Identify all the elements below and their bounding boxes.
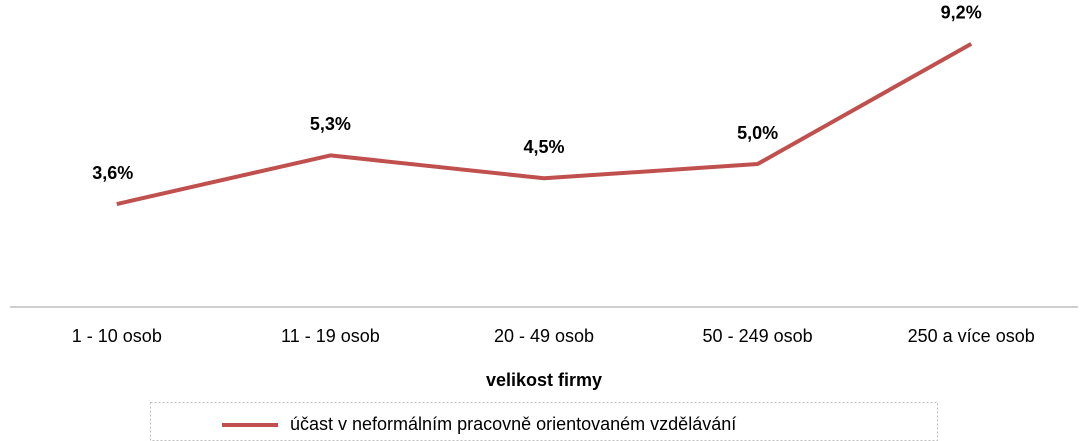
- data-label: 5,0%: [737, 123, 778, 143]
- data-label: 5,3%: [310, 114, 351, 134]
- legend-box: [150, 402, 938, 441]
- x-tick-label: 50 - 249 osob: [703, 326, 813, 346]
- data-label: 3,6%: [92, 163, 133, 183]
- x-tick-label: 20 - 49 osob: [494, 326, 594, 346]
- x-tick-label: 1 - 10 osob: [72, 326, 162, 346]
- legend-label: účast v neformálním pracovně orientované…: [290, 414, 736, 434]
- x-axis-title: velikost firmy: [486, 370, 602, 390]
- data-label: 4,5%: [523, 137, 564, 157]
- x-tick-label: 11 - 19 osob: [281, 326, 380, 346]
- line: [116, 42, 973, 206]
- data-label: 9,2%: [941, 3, 982, 23]
- x-tick-label: 250 a více osob: [908, 326, 1035, 346]
